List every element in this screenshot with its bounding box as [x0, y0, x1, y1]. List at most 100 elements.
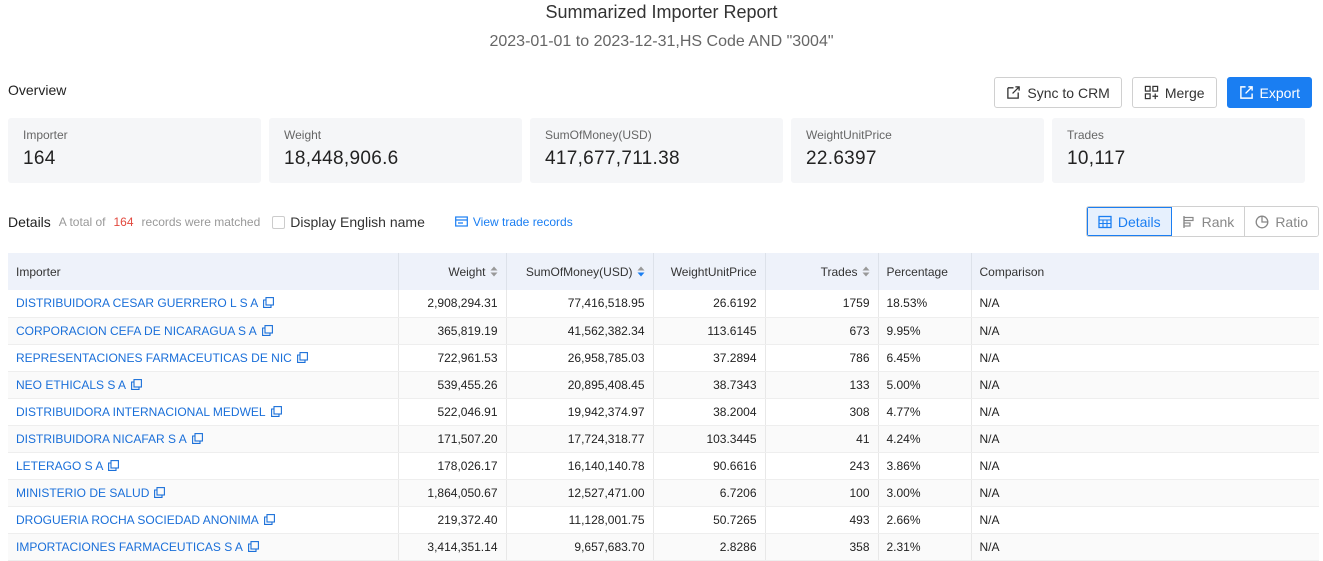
- importer-name-link[interactable]: IMPORTACIONES FARMACEUTICAS S A: [16, 539, 243, 554]
- unit-price-cell: 37.2894: [653, 344, 766, 372]
- merge-button[interactable]: Merge: [1131, 77, 1217, 108]
- copy-icon[interactable]: [263, 297, 275, 309]
- stat-value: 417,677,711.38: [545, 148, 680, 169]
- trades-cell: 358: [765, 533, 879, 561]
- money-cell: 26,958,785.03: [506, 344, 654, 372]
- table-row: IMPORTACIONES FARMACEUTICAS S A 3,414,351…: [8, 533, 1319, 561]
- tab-ratio[interactable]: Ratio: [1245, 207, 1318, 236]
- importer-name-link[interactable]: LETERAGO S A: [16, 458, 104, 473]
- importer-name-link[interactable]: NEO ETHICALS S A: [16, 377, 127, 392]
- comparison-cell: N/A: [971, 398, 1319, 426]
- tab-rank[interactable]: Rank: [1171, 207, 1246, 236]
- copy-icon[interactable]: [108, 459, 120, 471]
- importer-cell[interactable]: DROGUERIA ROCHA SOCIEDAD ANONIMA: [8, 506, 399, 534]
- export-icon: [1239, 86, 1253, 99]
- tab-details[interactable]: Details: [1086, 207, 1172, 236]
- weight-cell: 3,414,351.14: [398, 533, 507, 561]
- sort-icon[interactable]: [862, 266, 870, 277]
- unit-price-cell: 90.6616: [653, 452, 766, 480]
- col-trades-label: Trades: [820, 264, 858, 279]
- pie-icon: [1255, 215, 1269, 228]
- merge-label: Merge: [1164, 84, 1205, 101]
- importer-cell[interactable]: IMPORTACIONES FARMACEUTICAS S A: [8, 533, 399, 561]
- trades-cell: 100: [765, 479, 879, 507]
- importer-name-link[interactable]: DROGUERIA ROCHA SOCIEDAD ANONIMA: [16, 512, 259, 527]
- importer-name-link[interactable]: MINISTERIO DE SALUD: [16, 485, 150, 500]
- trades-cell: 673: [765, 317, 879, 345]
- export-label: Export: [1259, 84, 1300, 101]
- importer-cell[interactable]: NEO ETHICALS S A: [8, 371, 399, 399]
- sort-icon-active[interactable]: [637, 266, 645, 277]
- english-name-checkbox[interactable]: [272, 215, 286, 229]
- col-importer: Importer: [8, 253, 399, 290]
- importer-cell[interactable]: REPRESENTACIONES FARMACEUTICAS DE NIC: [8, 344, 399, 372]
- trades-cell: 133: [765, 371, 879, 399]
- sync-to-crm-button[interactable]: Sync to CRM: [994, 77, 1122, 108]
- comparison-cell: N/A: [971, 479, 1319, 507]
- table-body: DISTRIBUIDORA CESAR GUERRERO L S A 2,908,…: [8, 290, 1319, 561]
- tab-ratio-label: Ratio: [1275, 213, 1308, 230]
- copy-icon[interactable]: [261, 324, 273, 336]
- weight-cell: 171,507.20: [398, 425, 507, 453]
- copy-icon[interactable]: [247, 540, 259, 552]
- copy-icon[interactable]: [296, 351, 308, 363]
- copy-icon[interactable]: [154, 486, 166, 498]
- importer-name-link[interactable]: CORPORACION CEFA DE NICARAGUA S A: [16, 323, 257, 338]
- col-money[interactable]: SumOfMoney(USD): [506, 253, 654, 290]
- comparison-cell: N/A: [971, 371, 1319, 399]
- copy-icon[interactable]: [270, 405, 282, 417]
- unit-price-cell: 38.7343: [653, 371, 766, 399]
- stat-value: 22.6397: [806, 148, 877, 169]
- table-icon: [1098, 215, 1112, 228]
- stat-value: 164: [23, 148, 56, 169]
- export-button[interactable]: Export: [1226, 77, 1312, 108]
- copy-icon[interactable]: [131, 378, 142, 390]
- importer-name-link[interactable]: REPRESENTACIONES FARMACEUTICAS DE NIC: [16, 350, 292, 365]
- importer-cell[interactable]: DISTRIBUIDORA INTERNACIONAL MEDWEL: [8, 398, 399, 426]
- percentage-cell: 3.00%: [878, 479, 972, 507]
- importer-cell[interactable]: DISTRIBUIDORA NICAFAR S A: [8, 425, 399, 453]
- weight-cell: 178,026.17: [398, 452, 507, 480]
- sort-icon[interactable]: [490, 266, 498, 277]
- importer-name-link[interactable]: DISTRIBUIDORA INTERNACIONAL MEDWEL: [16, 404, 266, 419]
- stat-label: Trades: [1067, 128, 1104, 142]
- table-row: CORPORACION CEFA DE NICARAGUA S A 365,819…: [8, 317, 1319, 345]
- importer-name-link[interactable]: DISTRIBUIDORA NICAFAR S A: [16, 431, 187, 446]
- col-trades[interactable]: Trades: [765, 253, 879, 290]
- trades-cell: 1759: [765, 290, 879, 318]
- percentage-cell: 4.24%: [878, 425, 972, 453]
- importer-cell[interactable]: DISTRIBUIDORA CESAR GUERRERO L S A: [8, 290, 399, 318]
- comparison-cell: N/A: [971, 344, 1319, 372]
- rank-icon: [1182, 215, 1194, 228]
- percentage-cell: 6.45%: [878, 344, 972, 372]
- unit-price-cell: 103.3445: [653, 425, 766, 453]
- importer-name-link[interactable]: DISTRIBUIDORA CESAR GUERRERO L S A: [16, 296, 259, 311]
- unit-price-cell: 50.7265: [653, 506, 766, 534]
- percentage-cell: 9.95%: [878, 317, 972, 345]
- importer-cell[interactable]: MINISTERIO DE SALUD: [8, 479, 399, 507]
- table-row: DISTRIBUIDORA NICAFAR S A 171,507.20 17,72…: [8, 425, 1319, 453]
- money-cell: 19,942,374.97: [506, 398, 654, 426]
- stat-weight-unit-price: WeightUnitPrice 22.6397: [791, 118, 1044, 183]
- tab-rank-label: Rank: [1201, 213, 1235, 230]
- col-weight[interactable]: Weight: [398, 253, 507, 290]
- money-cell: 16,140,140.78: [506, 452, 654, 480]
- percentage-cell: 2.31%: [878, 533, 972, 561]
- importer-cell[interactable]: LETERAGO S A: [8, 452, 399, 480]
- unit-price-cell: 26.6192: [653, 290, 766, 318]
- stat-label: WeightUnitPrice: [806, 128, 892, 142]
- stat-sum-of-money: SumOfMoney(USD) 417,677,711.38: [530, 118, 783, 183]
- importer-cell[interactable]: CORPORACION CEFA DE NICARAGUA S A: [8, 317, 399, 345]
- copy-icon[interactable]: [191, 432, 203, 444]
- view-trade-records-link[interactable]: View trade records: [454, 215, 573, 229]
- importer-table: Importer Weight SumOfMoney(USD) WeightUn…: [8, 253, 1319, 561]
- copy-icon[interactable]: [263, 513, 275, 525]
- sync-to-crm-label: Sync to CRM: [1027, 84, 1110, 101]
- table-row: DISTRIBUIDORA INTERNACIONAL MEDWEL 522,04…: [8, 398, 1319, 426]
- percentage-cell: 2.66%: [878, 506, 972, 534]
- stat-label: SumOfMoney(USD): [545, 128, 652, 142]
- stat-trades: Trades 10,117: [1052, 118, 1305, 183]
- comparison-cell: N/A: [971, 290, 1319, 318]
- money-cell: 12,527,471.00: [506, 479, 654, 507]
- english-name-label[interactable]: Display English name: [290, 214, 425, 230]
